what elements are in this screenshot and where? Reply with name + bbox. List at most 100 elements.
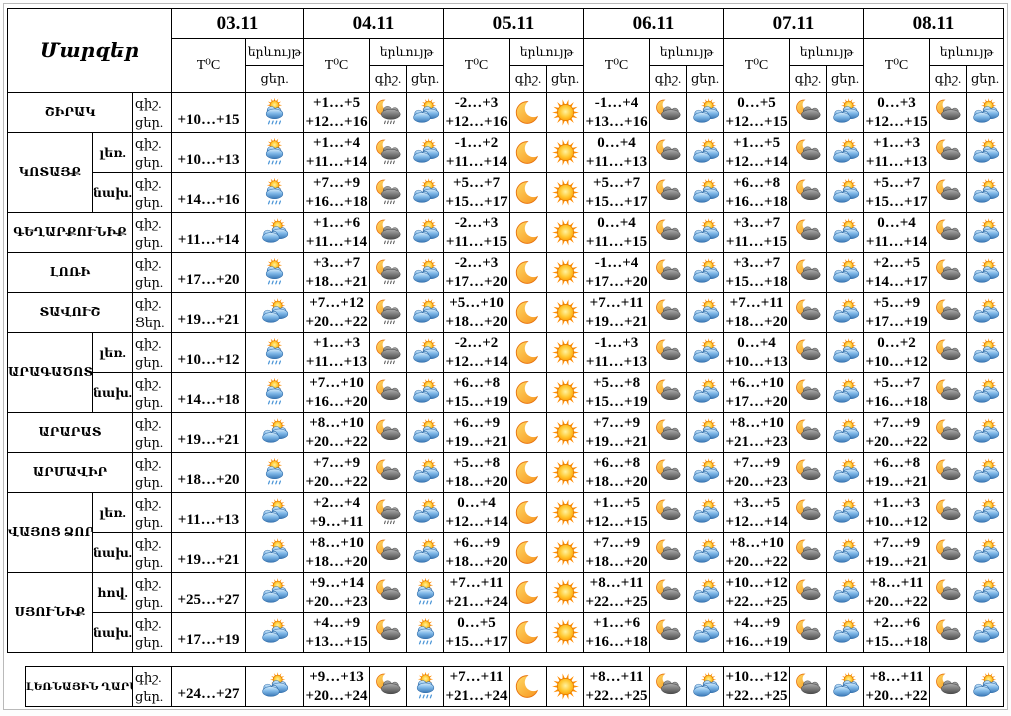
sun-cloud-icon xyxy=(262,672,289,697)
region-name: ԼԵՌՆԱՅԻՆ ՂԱՐԱԲԱՂ xyxy=(25,666,133,707)
night-weather-cell xyxy=(649,452,688,493)
day-weather-cell xyxy=(406,412,445,453)
night-weather-cell xyxy=(789,572,828,613)
night-weather-cell xyxy=(509,92,548,133)
day-weather-cell xyxy=(406,212,445,253)
regions-header-cell: Մարզեր xyxy=(6,8,173,93)
day-weather-cell xyxy=(546,372,585,413)
day-weather-cell xyxy=(546,412,585,453)
sun-icon xyxy=(551,139,579,166)
night-weather-cell xyxy=(509,372,548,413)
day-weather-cell xyxy=(546,532,585,573)
sun-cloud-icon xyxy=(412,258,439,283)
sun-cloud-icon xyxy=(972,418,999,443)
day-weather-cell xyxy=(686,252,725,293)
night-day-temp-cell: +3…+5 +12…+14 xyxy=(723,492,791,533)
day-weather-cell xyxy=(406,332,445,373)
moon-cloud-icon xyxy=(795,218,821,241)
day-subheader: ցեր. xyxy=(546,65,585,93)
day-weather-cell xyxy=(686,572,725,613)
moon-cloud-icon xyxy=(375,418,401,441)
day-subheader: ցեր. xyxy=(826,65,865,93)
moon-cloud-icon xyxy=(935,538,961,561)
day-subheader: ցեր. xyxy=(245,65,305,93)
moon-cloud-icon xyxy=(795,178,821,201)
day-temp-cell: +17…+19 xyxy=(171,612,247,653)
day-weather-cell xyxy=(966,172,1005,213)
sun-cloud-icon xyxy=(832,298,859,323)
night-day-temp-cell: -2…+3 +12…+16 xyxy=(443,92,511,133)
night-day-temp-cell: +7…+9 +19…+21 xyxy=(583,412,651,453)
night-weather-cell xyxy=(369,666,407,707)
night-weather-cell xyxy=(649,412,688,453)
night-day-labels: գիշ. ցեր. xyxy=(131,612,173,653)
day-weather-cell xyxy=(966,572,1005,613)
night-day-temp-cell: 0…+4 +11…+14 xyxy=(863,212,931,253)
sun-cloud-icon xyxy=(692,178,719,203)
table-row: նախ. գիշ. ցեր. +17…+19 +4…+9 +13…+15 0…+5 +15…+… xyxy=(8,612,1005,653)
day-weather-cell xyxy=(686,332,725,373)
night-day-temp-cell: +8…+11 +22…+25 xyxy=(583,666,650,707)
sun-cloud-icon xyxy=(972,378,999,403)
day-weather-cell xyxy=(966,132,1005,173)
night-day-temp-cell: +3…+7 +18…+21 xyxy=(303,252,371,293)
day-weather-cell xyxy=(686,212,725,253)
night-day-temp-cell: +1…+6 +16…+18 xyxy=(583,612,651,653)
night-day-temp-cell: +7…+9 +20…+22 xyxy=(303,452,371,493)
day-weather-cell xyxy=(245,532,305,573)
night-day-temp-cell: +1…+4 +11…+14 xyxy=(303,132,371,173)
moon-cloud-icon xyxy=(935,218,961,241)
night-weather-cell xyxy=(649,612,688,653)
sun-icon xyxy=(551,579,579,606)
moon-cloud-rain-icon xyxy=(375,498,401,525)
sun-icon xyxy=(551,219,579,246)
karabakh-forecast-table: ԼԵՌՆԱՅԻՆ ՂԱՐԱԲԱՂգիշ.ցեր.+24…+27 +9…+13+20… xyxy=(25,666,1004,707)
sun-cloud-icon xyxy=(262,538,289,563)
sun-cloud-icon xyxy=(692,672,719,697)
moon-icon xyxy=(515,339,542,364)
moon-cloud-icon xyxy=(795,418,821,441)
region-name: ՇԻՐԱԿ xyxy=(7,92,133,133)
day-temp-cell: +17…+20 xyxy=(171,252,247,293)
table-row: ՍՅՈՒՆԻՔ հով. գիշ. ցեր. +25…+27 +9…+14 +20…+23 +… xyxy=(7,572,1005,653)
night-weather-cell xyxy=(929,572,968,613)
moon-icon xyxy=(515,379,542,404)
table-row: ՇԻՐԱԿ գիշ. ցեր. +10…+15 +1…+5 +12…+16 -2…+3 +12… xyxy=(7,92,1005,133)
sun-icon xyxy=(551,299,579,326)
night-subheader: գիշ. xyxy=(929,65,968,93)
night-day-labels: գիշ. ցեր. xyxy=(131,92,173,133)
night-day-temp-cell: +9…+14 +20…+23 xyxy=(303,572,371,613)
night-day-temp-cell: -1…+4 +13…+16 xyxy=(583,92,651,133)
page-title: Մարզեր xyxy=(40,40,139,62)
day-weather-cell xyxy=(546,172,585,213)
moon-cloud-icon xyxy=(795,618,821,641)
sun-cloud-icon xyxy=(262,218,289,243)
zone-label: նախ. xyxy=(92,532,133,573)
day-weather-cell xyxy=(966,666,1004,707)
moon-cloud-icon xyxy=(795,538,821,561)
night-weather-cell xyxy=(789,612,828,653)
day-weather-cell xyxy=(546,292,585,333)
night-day-temp-cell: +10…+12 +22…+25 xyxy=(723,572,791,613)
sun-icon xyxy=(551,419,579,446)
day-weather-cell xyxy=(966,612,1005,653)
day-weather-cell xyxy=(826,212,865,253)
moon-cloud-icon xyxy=(655,338,681,361)
table-row: ԱՐԱՐԱՏ գիշ. ցեր. +19…+21 +8…+10 +20…+22 +6…+9 +… xyxy=(7,412,1005,453)
table-row: ԿՈՏԱՅՔ լեռ. գիշ. ցեր. +10…+13 +1…+4 +11…+14 -1…… xyxy=(7,132,1005,213)
night-day-temp-cell: +1…+5 +12…+16 xyxy=(303,92,371,133)
zone-label: լեռ. xyxy=(92,492,133,533)
night-weather-cell xyxy=(789,492,828,533)
day-weather-cell xyxy=(826,492,865,533)
moon-cloud-icon xyxy=(655,618,681,641)
night-weather-cell xyxy=(509,292,548,333)
day-weather-cell xyxy=(826,452,865,493)
phenomenon-col-header: երևույթ xyxy=(509,38,585,66)
temp-col-header: T⁰C xyxy=(171,38,247,93)
sun-cloud-icon xyxy=(972,672,999,697)
night-day-temp-cell: +5…+7 +15…+17 xyxy=(863,172,931,213)
day-weather-cell xyxy=(966,332,1005,373)
night-day-labels: գիշ. ցեր. xyxy=(131,252,173,293)
night-weather-cell xyxy=(509,452,548,493)
day-weather-cell xyxy=(966,92,1005,133)
